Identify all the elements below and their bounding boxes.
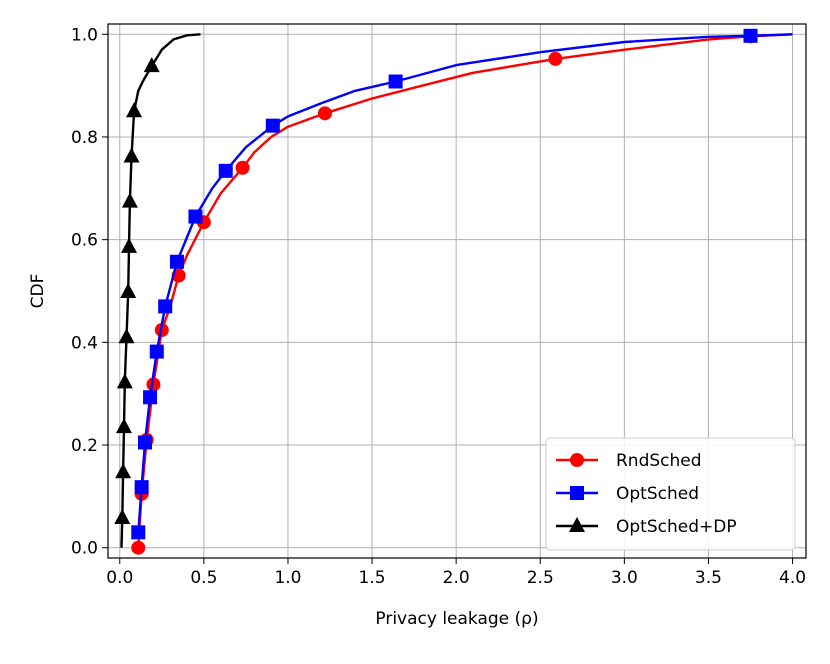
x-tick-label: 3.5 [695, 568, 722, 588]
y-axis-label: CDF [28, 274, 48, 309]
data-point-optsched [218, 163, 233, 178]
legend-label-optsched-dp: OptSched+DP [616, 517, 737, 537]
series-optsched-dp [114, 33, 201, 548]
data-point-optsched [131, 525, 146, 540]
data-point-optsched-dp [118, 328, 135, 344]
y-tick-label: 0.0 [71, 539, 98, 559]
data-point-optsched-dp [121, 237, 138, 253]
data-point-rndsched [146, 377, 161, 392]
data-point-optsched [143, 390, 158, 405]
series-line-optsched-dp [120, 33, 201, 548]
series-line-optsched [137, 33, 793, 533]
x-axis-label: Privacy leakage (ρ) [375, 609, 538, 629]
data-point-optsched-dp [114, 508, 131, 524]
data-point-optsched-dp [120, 283, 137, 299]
data-point-rndsched [548, 51, 563, 66]
x-tick-label: 0.5 [190, 568, 217, 588]
series-optsched [131, 28, 793, 540]
data-point-optsched-dp [115, 463, 132, 479]
legend-label-rndsched: RndSched [616, 451, 702, 471]
data-point-optsched [188, 209, 203, 224]
data-point-optsched-dp [143, 57, 160, 73]
data-point-rndsched [317, 106, 332, 121]
series-layer [114, 28, 793, 555]
y-tick-label: 0.8 [71, 128, 98, 148]
grid-lines [108, 24, 806, 558]
y-tick-label: 0.2 [71, 436, 98, 456]
data-point-rndsched [131, 540, 146, 555]
data-point-optsched-dp [116, 373, 133, 389]
legend-label-optsched: OptSched [616, 484, 699, 504]
data-point-rndsched [235, 160, 250, 175]
data-point-optsched-dp [123, 147, 140, 163]
plot-frame [107, 23, 807, 559]
data-point-optsched [265, 118, 280, 133]
data-point-optsched [138, 435, 153, 450]
x-tick-label: 3.0 [611, 568, 638, 588]
data-point-optsched-dp [115, 418, 132, 434]
legend-marker-rndsched [570, 453, 584, 467]
x-tick-label: 1.0 [274, 568, 301, 588]
x-tick-label: 4.0 [779, 568, 806, 588]
axis-ticks: 0.0 0.5 1.0 1.5 2.0 2.5 3.0 3.5 4.0 0.0 0.2 0.4 0.6 0… [71, 25, 806, 588]
legend: RndSched OptSched OptSched+DP [545, 437, 796, 551]
data-point-optsched [388, 74, 403, 89]
data-point-optsched-dp [126, 102, 143, 118]
y-tick-label: 0.6 [71, 231, 98, 251]
y-tick-label: 0.4 [71, 333, 98, 353]
x-tick-label: 2.5 [527, 568, 554, 588]
data-point-optsched [134, 480, 149, 495]
x-tick-label: 1.5 [359, 568, 386, 588]
legend-marker-optsched-dp [569, 517, 585, 532]
x-tick-label: 2.0 [443, 568, 470, 588]
data-point-optsched [169, 254, 184, 269]
data-point-optsched [149, 344, 164, 359]
data-point-optsched-dp [121, 192, 138, 208]
y-tick-label: 1.0 [71, 25, 98, 45]
legend-marker-optsched [570, 486, 584, 500]
legend-box [545, 437, 796, 551]
data-point-optsched [743, 28, 758, 43]
x-tick-label: 0.0 [106, 568, 133, 588]
data-point-optsched [158, 299, 173, 314]
